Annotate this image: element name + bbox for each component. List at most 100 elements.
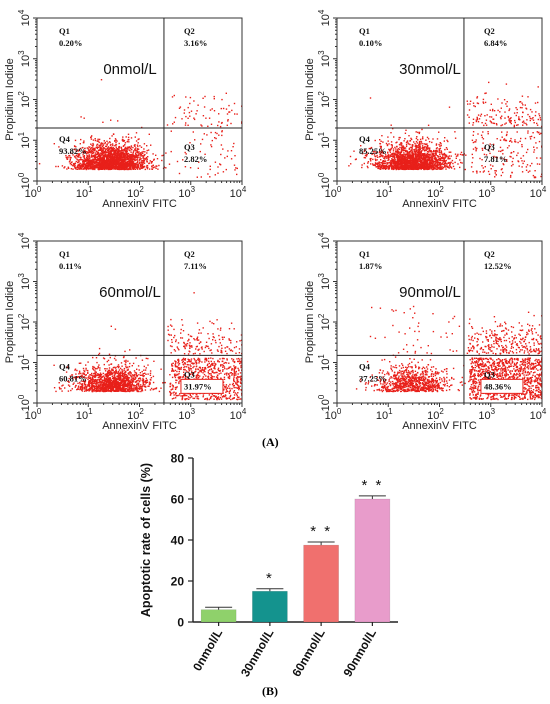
data-point <box>383 157 385 159</box>
data-point <box>395 164 397 166</box>
data-point <box>107 146 109 148</box>
data-point <box>391 168 393 170</box>
data-point <box>442 161 445 163</box>
data-point <box>143 148 145 150</box>
data-point <box>422 161 424 163</box>
data-point <box>161 159 163 162</box>
data-point <box>436 163 439 165</box>
y-tick-label: 101 <box>317 131 332 148</box>
data-point <box>235 167 237 169</box>
data-point <box>383 162 385 165</box>
data-point <box>227 119 229 121</box>
data-point <box>464 168 466 171</box>
data-point <box>88 146 90 148</box>
data-point <box>151 168 154 170</box>
data-point <box>110 156 112 159</box>
data-point <box>380 165 382 167</box>
data-point <box>146 145 148 147</box>
data-point <box>489 120 491 122</box>
data-point <box>376 159 378 161</box>
data-point <box>411 145 414 147</box>
data-point <box>489 143 491 145</box>
data-point <box>142 152 144 155</box>
data-point <box>414 154 417 157</box>
data-point <box>434 150 436 152</box>
data-point <box>131 160 133 162</box>
data-point <box>111 150 113 152</box>
data-point <box>108 167 110 169</box>
data-point <box>367 161 370 163</box>
data-point <box>89 151 91 153</box>
data-point <box>396 160 398 162</box>
data-point <box>502 163 504 165</box>
data-point <box>142 378 144 380</box>
y-axis-label: Propidium Iodide <box>4 58 16 141</box>
data-point <box>107 154 110 156</box>
data-point <box>121 149 123 152</box>
data-point <box>399 156 402 158</box>
data-point <box>415 147 417 149</box>
data-point <box>130 168 132 171</box>
data-point <box>419 166 422 168</box>
data-point <box>420 140 422 143</box>
data-point <box>506 101 508 103</box>
data-point <box>121 138 124 141</box>
data-point <box>125 156 127 158</box>
data-point <box>487 170 490 173</box>
data-point <box>399 142 402 144</box>
data-point <box>421 159 423 161</box>
data-point <box>74 165 76 167</box>
data-point <box>85 153 88 155</box>
data-point <box>431 163 433 165</box>
data-point <box>146 158 148 160</box>
data-point <box>515 114 517 117</box>
data-point <box>413 165 416 168</box>
data-point <box>425 162 427 164</box>
data-point <box>479 115 482 117</box>
data-point <box>402 155 404 158</box>
data-point <box>90 155 93 157</box>
data-point <box>387 167 389 170</box>
data-point <box>502 153 504 155</box>
data-point <box>116 375 118 377</box>
data-point <box>472 157 474 159</box>
data-point <box>482 142 484 144</box>
data-point <box>135 132 138 134</box>
data-point <box>127 366 129 368</box>
data-point <box>376 166 378 168</box>
data-point <box>417 166 419 168</box>
data-point <box>83 369 85 372</box>
data-point <box>425 147 428 149</box>
data-point <box>451 159 454 162</box>
data-point <box>139 156 141 158</box>
data-point <box>395 162 398 165</box>
data-point <box>423 168 425 171</box>
data-point <box>96 162 98 164</box>
data-point <box>130 148 132 150</box>
data-point <box>116 365 119 368</box>
data-point <box>417 145 419 147</box>
data-point <box>391 167 393 169</box>
data-point <box>89 164 91 166</box>
data-point <box>435 154 437 156</box>
data-point <box>95 357 98 359</box>
data-point <box>189 96 192 99</box>
data-point <box>233 102 236 105</box>
data-point <box>485 119 488 121</box>
data-point <box>415 131 417 133</box>
data-point <box>506 105 508 107</box>
data-point <box>121 151 123 154</box>
data-point <box>439 155 442 158</box>
data-point <box>84 165 87 168</box>
data-point <box>85 156 88 158</box>
data-point <box>537 131 539 134</box>
x-tick-label: 104 <box>530 185 547 200</box>
data-point <box>136 161 139 163</box>
data-point <box>413 141 415 143</box>
data-point <box>135 149 137 151</box>
data-point <box>519 140 521 142</box>
data-point <box>420 164 423 167</box>
data-point <box>113 366 115 368</box>
data-point <box>425 139 427 141</box>
